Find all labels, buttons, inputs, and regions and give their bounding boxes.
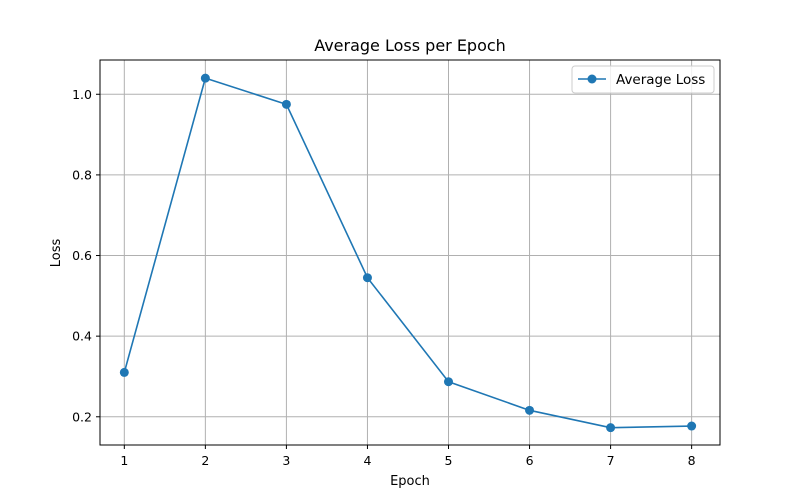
data-point bbox=[606, 423, 616, 433]
data-point bbox=[687, 421, 697, 431]
data-point bbox=[443, 377, 453, 387]
x-tick-label: 1 bbox=[120, 453, 128, 468]
x-tick-label: 3 bbox=[282, 453, 290, 468]
x-axis-label: Epoch bbox=[390, 474, 430, 489]
x-tick-label: 6 bbox=[526, 453, 534, 468]
y-tick-label: 0.6 bbox=[72, 248, 92, 263]
x-tick-label: 5 bbox=[445, 453, 453, 468]
y-axis-label: Loss bbox=[49, 239, 64, 268]
plot-area-frame bbox=[99, 59, 721, 446]
y-tick-label: 0.4 bbox=[72, 329, 92, 344]
chart-title: Average Loss per Epoch bbox=[314, 36, 506, 55]
x-axis-ticks: 1 2 3 4 5 6 7 8 bbox=[120, 445, 696, 468]
legend: Average Loss bbox=[571, 65, 715, 94]
grid-layer bbox=[100, 60, 720, 445]
y-tick-label: 1.0 bbox=[72, 87, 92, 102]
y-axis-ticks: 0.2 0.4 0.6 0.8 1.0 bbox=[72, 87, 100, 424]
legend-marker-icon bbox=[587, 74, 597, 84]
legend-box bbox=[571, 65, 715, 94]
x-tick-label: 7 bbox=[607, 453, 615, 468]
series-line-average-loss bbox=[123, 77, 692, 429]
x-tick-label: 4 bbox=[363, 453, 371, 468]
data-point bbox=[119, 367, 129, 377]
data-point bbox=[200, 73, 210, 83]
y-tick-label: 0.2 bbox=[72, 409, 92, 424]
data-point bbox=[362, 273, 372, 283]
data-point bbox=[281, 99, 291, 109]
y-tick-label: 0.8 bbox=[72, 167, 92, 182]
series-layer bbox=[119, 73, 697, 433]
data-point bbox=[525, 405, 535, 415]
x-tick-label: 8 bbox=[688, 453, 696, 468]
x-tick-label: 2 bbox=[201, 453, 209, 468]
legend-label-average-loss: Average Loss bbox=[616, 72, 705, 88]
